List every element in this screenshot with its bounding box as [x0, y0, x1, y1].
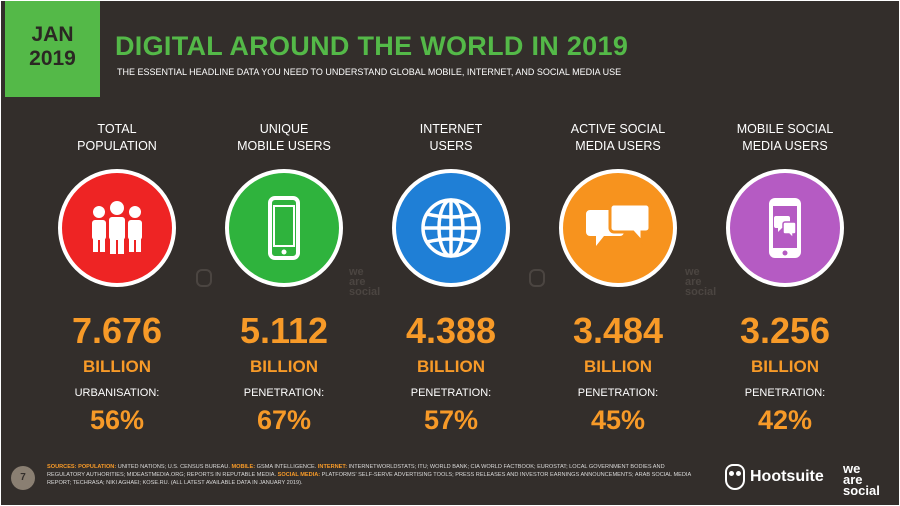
hootsuite-owl-icon — [725, 464, 745, 490]
stat-label-line1: MOBILE SOCIAL — [736, 122, 834, 136]
stat-metric-value: 42% — [757, 405, 813, 435]
stat-label: MOBILE SOCIAL MEDIA USERS — [705, 121, 865, 157]
stat-internet-users: INTERNET USERS 4.388 BILLION PENETRATION… — [371, 121, 531, 436]
stat-label: ACTIVE SOCIAL MEDIA USERS — [538, 121, 698, 157]
page-subtitle: THE ESSENTIAL HEADLINE DATA YOU NEED TO … — [117, 67, 622, 77]
stat-label-line2: POPULATION — [77, 139, 157, 153]
stat-label-line2: MEDIA USERS — [742, 139, 828, 153]
sources-text: SOURCES: POPULATION: UNITED NATIONS; U.S… — [47, 464, 691, 486]
stat-metric-value: 67% — [256, 405, 312, 435]
stat-icon-circle — [392, 169, 510, 287]
hootsuite-wordmark: Hootsuite — [750, 468, 824, 485]
stat-label: TOTAL POPULATION — [37, 121, 197, 157]
stat-label-line1: TOTAL — [97, 122, 137, 136]
we-are-social-logo: we are social — [843, 461, 880, 498]
globe-icon — [421, 198, 481, 258]
stat-active-social-media-users: ACTIVE SOCIAL MEDIA USERS 3.484 BILLION … — [538, 121, 698, 436]
stat-unit: BILLION — [83, 357, 151, 376]
stat-label-line2: USERS — [429, 139, 473, 153]
stat-unique-mobile-users: UNIQUE MOBILE USERS 5.112 BILLION PENETR… — [204, 121, 364, 436]
stat-label-line1: INTERNET — [419, 122, 483, 136]
stat-metric-label: PENETRATION: — [577, 387, 659, 399]
stat-label-line2: MEDIA USERS — [575, 139, 661, 153]
stat-icon-circle — [559, 169, 677, 287]
stat-icon-circle — [58, 169, 176, 287]
stat-metric-label: URBANISATION: — [74, 387, 160, 399]
badge-month: JAN — [31, 23, 74, 46]
page-title: DIGITAL AROUND THE WORLD IN 2019 — [115, 31, 629, 61]
stat-value: 5.112 — [239, 310, 329, 351]
chat-bubbles-icon — [586, 202, 652, 246]
mobile-phone-icon — [268, 196, 300, 260]
page-number: 7 — [11, 466, 35, 490]
stat-mobile-social-media-users: MOBILE SOCIAL MEDIA USERS 3.256 BILLION … — [705, 121, 865, 436]
stat-metric-label: PENETRATION: — [410, 387, 492, 399]
watermark-we-are-social: we are social — [685, 266, 717, 298]
watermark-owl-icon — [529, 269, 545, 287]
stat-unit: BILLION — [751, 357, 819, 376]
stat-label-line2: MOBILE USERS — [237, 139, 331, 153]
stat-value: 7.676 — [71, 310, 163, 351]
stat-unit: BILLION — [584, 357, 652, 376]
stat-label: INTERNET USERS — [371, 121, 531, 157]
stat-label-line1: UNIQUE — [259, 122, 309, 136]
watermark-owl-icon — [196, 269, 212, 287]
hootsuite-logo: Hootsuite — [725, 464, 824, 490]
stat-label-line1: ACTIVE SOCIAL — [570, 122, 666, 136]
stat-icon-circle — [726, 169, 844, 287]
badge-year: 2019 — [29, 47, 76, 70]
stat-value: 4.388 — [405, 310, 497, 351]
stat-unit: BILLION — [417, 357, 485, 376]
stat-metric-label: PENETRATION: — [243, 387, 325, 399]
stat-icon-circle — [225, 169, 343, 287]
stat-unit: BILLION — [250, 357, 318, 376]
stat-metric-value: 45% — [590, 405, 646, 435]
watermark-we-are-social: we are social — [349, 266, 381, 298]
stat-total-population: TOTAL POPULATION 7.676 BILLION URBANISAT… — [37, 121, 197, 436]
mobile-chat-icon — [769, 198, 801, 258]
stat-label: UNIQUE MOBILE USERS — [204, 121, 364, 157]
stat-metric-value: 57% — [423, 405, 479, 435]
stat-value: 3.484 — [572, 310, 664, 351]
stat-metric-label: PENETRATION: — [744, 387, 826, 399]
stat-metric-value: 56% — [89, 405, 145, 435]
date-badge: JAN 2019 — [5, 1, 100, 97]
stat-value: 3.256 — [739, 310, 831, 351]
people-icon — [92, 201, 142, 254]
